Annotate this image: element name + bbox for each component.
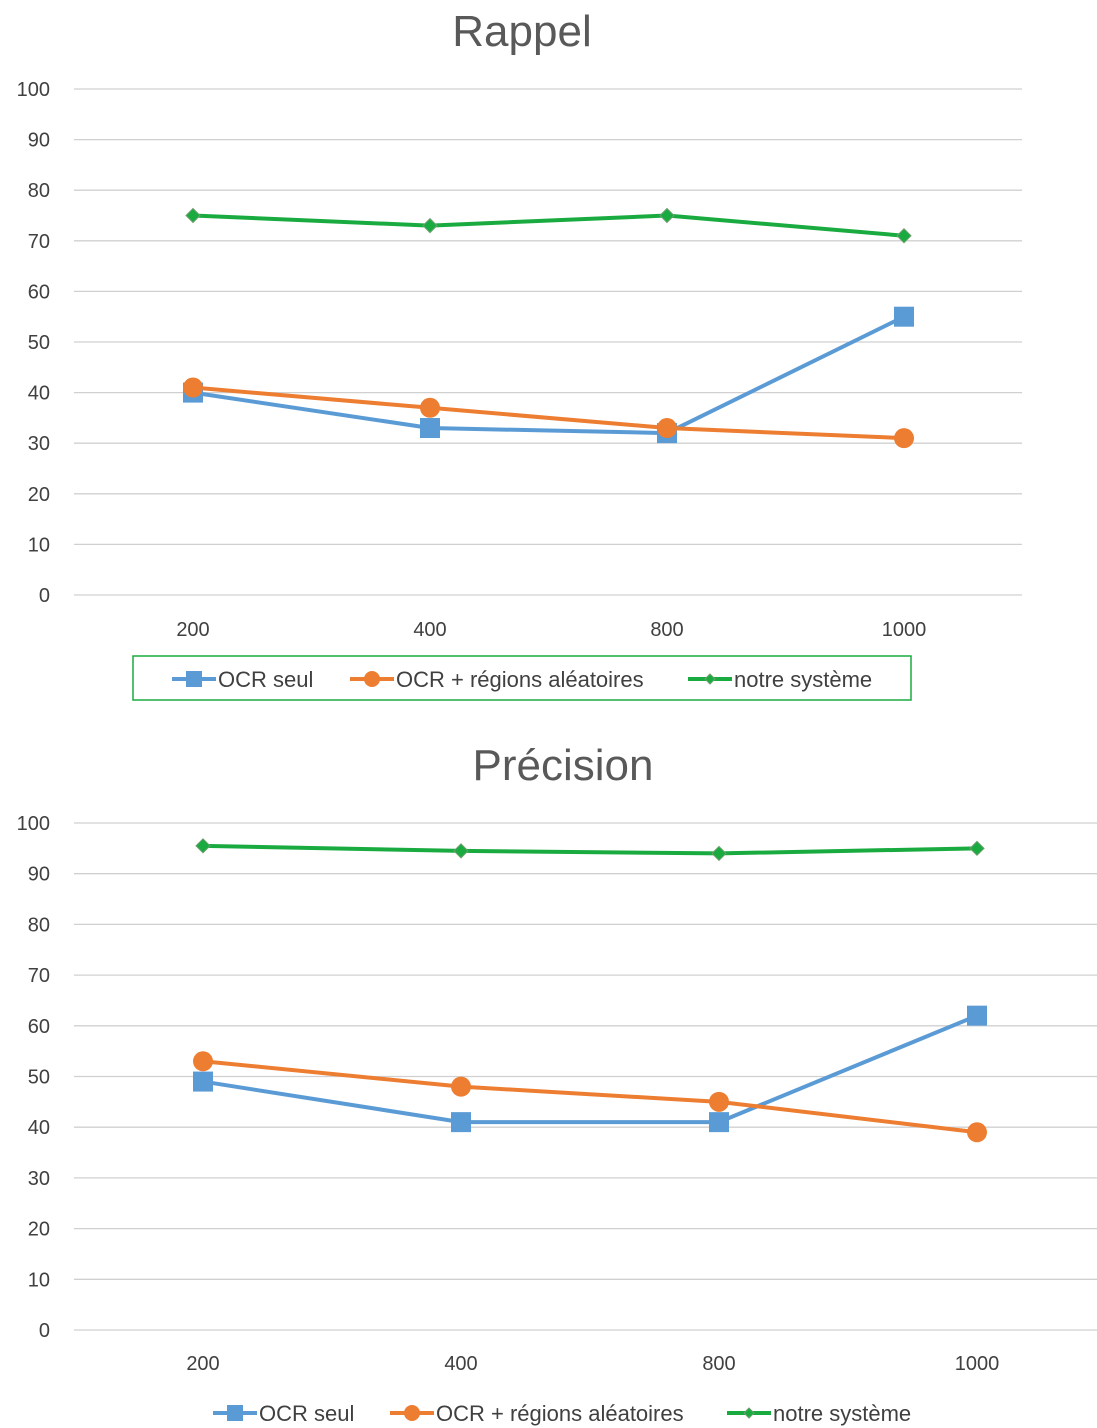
x-tick-label: 400 [444, 1353, 477, 1375]
legend-label-2: OCR + régions aléatoires [396, 667, 644, 692]
y-tick-label: 50 [28, 1067, 50, 1089]
y-tick-label: 80 [28, 180, 50, 202]
series-line-2 [201, 1059, 979, 1135]
legend-marker-1 [186, 671, 202, 687]
legend-label-2: OCR + régions aléatoires [436, 1401, 684, 1426]
legend-label-1: OCR seul [218, 667, 313, 692]
y-tick-label: 40 [28, 383, 50, 405]
legend-marker-2 [364, 671, 380, 687]
x-tick-label: 1000 [882, 619, 927, 641]
data-point-3-2 [422, 217, 438, 234]
legend-marker-2 [404, 1405, 420, 1421]
chart-title: Précision [473, 741, 654, 790]
legend-border [132, 655, 912, 701]
data-point-2-3 [657, 418, 677, 439]
y-tick-label: 60 [28, 281, 50, 303]
x-tick-label: 200 [186, 1353, 219, 1375]
y-tick-label: 30 [28, 1168, 50, 1190]
x-tick-label: 800 [702, 1353, 735, 1375]
series-line-3 [191, 213, 906, 238]
x-tick-label: 400 [413, 619, 446, 641]
data-point-1-2 [451, 1112, 471, 1133]
data-point-2-2 [420, 397, 440, 418]
data-point-3-4 [969, 840, 985, 857]
y-tick-label: 50 [28, 332, 50, 354]
y-tick-label: 70 [28, 231, 50, 253]
y-tick-label: 0 [39, 585, 50, 607]
data-point-2-3 [709, 1091, 729, 1112]
y-tick-label: 70 [28, 965, 50, 987]
legend: OCR seul OCR + régions aléatoires notre sy… [132, 655, 912, 701]
y-tick-label: 30 [28, 433, 50, 455]
data-point-2-4 [967, 1122, 987, 1143]
chart-1: Rappel 0 10 20 30 40 50 60 70 80 90 100 200 400 800 100… [17, 7, 1022, 701]
chart-2: Précision 0 10 20 30 40 50 60 70 80 90 100 200 400 800… [17, 741, 1097, 1426]
data-point-3-3 [659, 207, 675, 224]
series-line-1 [201, 1013, 979, 1125]
y-tick-label: 90 [28, 130, 50, 152]
x-tick-label: 200 [176, 619, 209, 641]
legend-label-3: notre système [734, 667, 872, 692]
series-line-2 [191, 385, 906, 441]
data-point-3-2 [453, 843, 469, 859]
data-point-2-1 [183, 377, 203, 398]
data-point-1-1 [193, 1071, 213, 1092]
legend-marker-3 [743, 1407, 755, 1419]
data-point-1-3 [709, 1112, 729, 1133]
y-tick-label: 20 [28, 1219, 50, 1241]
x-tick-label: 800 [650, 619, 683, 641]
y-tick-label: 80 [28, 914, 50, 936]
data-point-2-2 [451, 1076, 471, 1097]
data-point-3-1 [185, 207, 201, 224]
y-tick-label: 0 [39, 1320, 50, 1342]
data-point-3-1 [195, 838, 211, 854]
y-tick-label: 10 [28, 534, 50, 556]
series-line-3 [201, 843, 979, 856]
legend: OCR seul OCR + régions aléatoires notre sy… [213, 1401, 911, 1426]
y-tick-label: 20 [28, 484, 50, 506]
y-tick-label: 100 [17, 813, 50, 835]
data-point-1-4 [967, 1005, 987, 1026]
y-tick-label: 40 [28, 1117, 50, 1139]
series-line-1 [191, 314, 906, 436]
data-point-1-4 [894, 306, 914, 327]
data-point-3-3 [711, 845, 727, 862]
y-tick-label: 60 [28, 1016, 50, 1038]
legend-label-1: OCR seul [259, 1401, 354, 1426]
data-point-3-4 [896, 228, 912, 244]
legend-marker-3 [704, 673, 716, 685]
y-tick-label: 90 [28, 864, 50, 886]
y-tick-label: 100 [17, 79, 50, 101]
y-tick-label: 10 [28, 1269, 50, 1291]
data-point-1-2 [420, 418, 440, 439]
chart-title: Rappel [452, 7, 591, 56]
legend-marker-1 [227, 1405, 243, 1421]
x-tick-label: 1000 [955, 1353, 1000, 1375]
data-point-2-1 [193, 1051, 213, 1072]
legend-label-3: notre système [773, 1401, 911, 1426]
data-point-2-4 [894, 428, 914, 449]
